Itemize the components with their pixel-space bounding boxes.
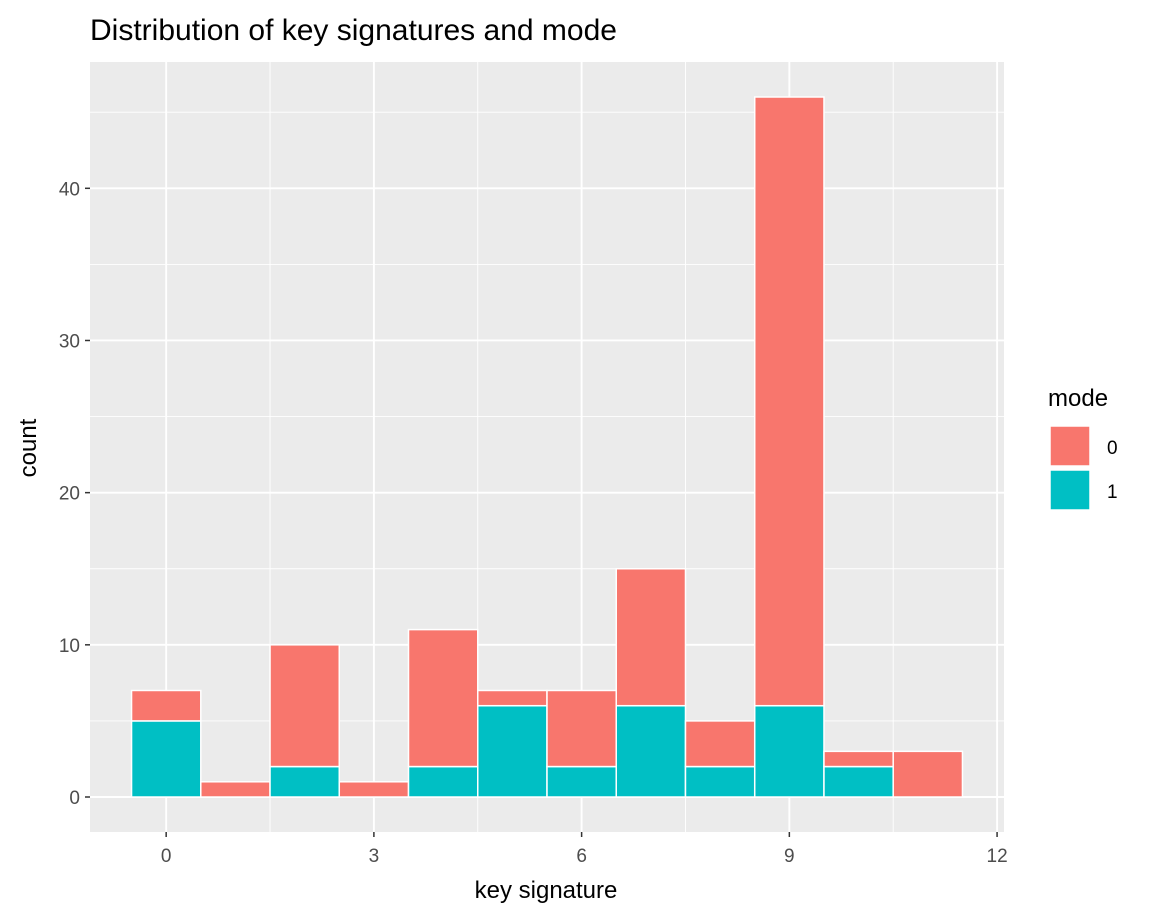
bar-mode-1 <box>823 765 894 798</box>
bar-mode-0 <box>477 689 548 707</box>
bar-mode-1 <box>477 704 548 798</box>
bar-mode-0 <box>823 750 894 768</box>
x-tick-label: 3 <box>369 846 380 867</box>
bar-mode-1 <box>684 765 756 798</box>
bar-mode-0 <box>407 628 479 768</box>
bar-mode-0 <box>684 720 756 768</box>
bar-mode-0 <box>615 567 687 707</box>
bar-mode-1 <box>753 704 825 798</box>
y-tick-label: 40 <box>59 179 80 200</box>
y-tick-label: 10 <box>59 636 80 657</box>
x-axis-title: key signature <box>475 877 618 904</box>
bar-mode-0 <box>753 96 825 707</box>
bar-mode-0 <box>338 781 410 798</box>
bar-mode-0 <box>892 750 964 798</box>
legend-title: mode <box>1048 385 1108 412</box>
legend-label-0: 0 <box>1107 438 1118 459</box>
legend-key-0 <box>1049 425 1091 467</box>
legend-items: 01 <box>1049 425 1118 511</box>
bar-mode-0 <box>269 644 341 768</box>
bar-mode-1 <box>546 765 617 798</box>
y-axis: 0 10 20 30 40 <box>59 179 90 809</box>
y-tick-label: 20 <box>59 484 80 505</box>
bar-mode-0 <box>130 689 202 722</box>
bar-mode-1 <box>269 765 341 798</box>
x-axis: 0 3 6 9 12 <box>161 832 1008 867</box>
x-tick-label: 9 <box>784 846 795 867</box>
bar-mode-1 <box>407 765 479 798</box>
grid-minor <box>90 62 1004 832</box>
bar-mode-0 <box>200 781 271 798</box>
legend: mode 01 <box>1048 385 1118 511</box>
legend-label-1: 1 <box>1107 482 1118 503</box>
bar-mode-1 <box>615 704 687 798</box>
y-axis-title: count <box>15 418 42 477</box>
bar-mode-0 <box>546 689 617 768</box>
bar-mode-1 <box>130 720 202 798</box>
plot-panel <box>90 62 1004 832</box>
y-tick-label: 0 <box>69 788 80 809</box>
chart-title: Distribution of key signatures and mode <box>90 14 617 47</box>
x-tick-label: 6 <box>576 846 587 867</box>
y-tick-label: 30 <box>59 331 80 352</box>
x-tick-label: 12 <box>987 846 1008 867</box>
x-tick-label: 0 <box>161 846 172 867</box>
bars <box>130 96 964 798</box>
legend-key-1 <box>1049 469 1091 511</box>
